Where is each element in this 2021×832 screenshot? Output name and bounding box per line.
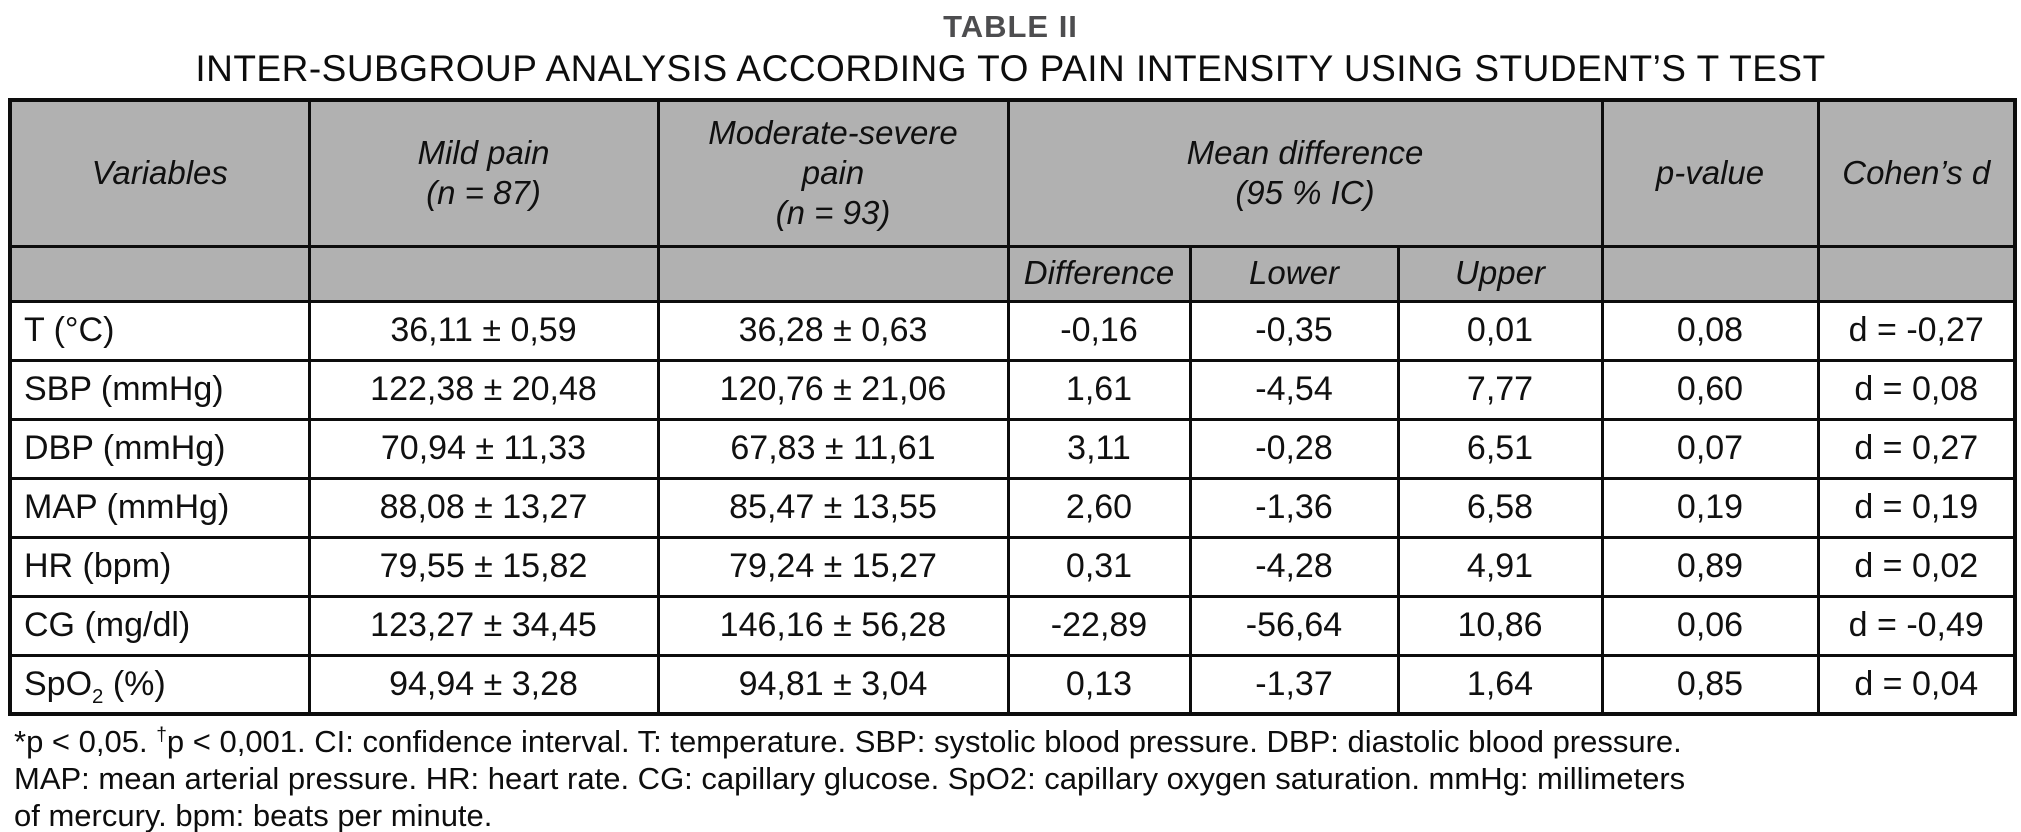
table-row: SBP (mmHg) 122,38 ± 20,48 120,76 ± 21,06 1,… xyxy=(8,358,2017,421)
header-difference: Difference xyxy=(1006,244,1192,303)
mild-pain-cell: 123,27 ± 34,45 xyxy=(307,594,660,657)
footnote-line3: of mercury. bpm: beats per minute. xyxy=(14,798,493,832)
mild-pain-cell: 79,55 ± 15,82 xyxy=(307,535,660,598)
header-empty-cell xyxy=(1816,244,2017,303)
header-mild-pain-line2: (n = 87) xyxy=(426,174,541,212)
header-moderate-severe-line2: pain xyxy=(801,154,865,192)
difference-cell: -22,89 xyxy=(1006,594,1192,657)
p-value-cell: 0,08 xyxy=(1600,299,1820,362)
table-row: SpO2 (%) 94,94 ± 3,28 94,81 ± 3,04 0,13 -1,3… xyxy=(8,653,2017,716)
moderate-severe-cell: 120,76 ± 21,06 xyxy=(656,358,1010,421)
variable-cell: SBP (mmHg) xyxy=(8,358,311,421)
p-value-cell: 0,06 xyxy=(1600,594,1820,657)
header-mean-difference-line2: (95 % IC) xyxy=(1235,174,1375,212)
header-empty-cell xyxy=(1600,244,1820,303)
header-empty-cell xyxy=(307,244,660,303)
header-moderate-severe-line1: Moderate-severe xyxy=(708,113,958,151)
lower-cell: -56,64 xyxy=(1188,594,1400,657)
p-value-cell: 0,60 xyxy=(1600,358,1820,421)
p-value-cell: 0,85 xyxy=(1600,653,1820,716)
variable-cell: MAP (mmHg) xyxy=(8,476,311,539)
mild-pain-cell: 36,11 ± 0,59 xyxy=(307,299,660,362)
table-body: T (°C) 36,11 ± 0,59 36,28 ± 0,63 -0,16 -0,35… xyxy=(8,299,2017,716)
table-number-title: TABLE II xyxy=(943,9,1078,44)
header-lower: Lower xyxy=(1188,244,1400,303)
upper-cell: 0,01 xyxy=(1396,299,1604,362)
header-cohens-d: Cohen’s d xyxy=(1816,98,2017,248)
header-mean-difference-line1: Mean difference xyxy=(1186,134,1424,171)
footnote-abbreviations: p < 0,001. CI: confidence interval. T: t… xyxy=(166,724,1682,759)
moderate-severe-cell: 79,24 ± 15,27 xyxy=(656,535,1010,598)
header-variables: Variables xyxy=(8,98,311,248)
lower-cell: -4,54 xyxy=(1188,358,1400,421)
difference-cell: 2,60 xyxy=(1006,476,1192,539)
footnote-line2: MAP: mean arterial pressure. HR: heart r… xyxy=(14,761,1686,797)
footnote: *p < 0,05. †p < 0,001. CI: confidence in… xyxy=(8,723,2013,832)
header-moderate-severe-pain: Moderate-severe pain (n = 93) xyxy=(656,98,1010,248)
mild-pain-cell: 122,38 ± 20,48 xyxy=(307,358,660,421)
table-row: DBP (mmHg) 70,94 ± 11,33 67,83 ± 11,61 3,11… xyxy=(8,417,2017,480)
cohens-d-cell: d = 0,19 xyxy=(1816,476,2017,539)
header-mild-pain: Mild pain (n = 87) xyxy=(307,98,660,248)
variable-cell: SpO2 (%) xyxy=(8,653,311,716)
difference-cell: 0,13 xyxy=(1006,653,1192,716)
header-row-sub: Difference Lower Upper xyxy=(8,244,2017,303)
variable-cell: DBP (mmHg) xyxy=(8,417,311,480)
mild-pain-cell: 94,94 ± 3,28 xyxy=(307,653,660,716)
dagger-symbol: † xyxy=(156,724,167,746)
header-mean-difference: Mean difference (95 % IC) xyxy=(1006,98,1604,248)
moderate-severe-cell: 36,28 ± 0,63 xyxy=(656,299,1010,362)
difference-cell: 0,31 xyxy=(1006,535,1192,598)
lower-cell: -0,35 xyxy=(1188,299,1400,362)
header-empty-cell xyxy=(656,244,1010,303)
header-p-value: p-value xyxy=(1600,98,1820,248)
cohens-d-cell: d = 0,27 xyxy=(1816,417,2017,480)
cohens-d-cell: d = -0,49 xyxy=(1816,594,2017,657)
upper-cell: 4,91 xyxy=(1396,535,1604,598)
moderate-severe-cell: 146,16 ± 56,28 xyxy=(656,594,1010,657)
variable-cell: CG (mg/dl) xyxy=(8,594,311,657)
difference-cell: 1,61 xyxy=(1006,358,1192,421)
header-mild-pain-line1: Mild pain xyxy=(417,134,550,171)
p-value-cell: 0,07 xyxy=(1600,417,1820,480)
table-row: HR (bpm) 79,55 ± 15,82 79,24 ± 15,27 0,31 -4… xyxy=(8,535,2017,598)
upper-cell: 6,51 xyxy=(1396,417,1604,480)
lower-cell: -4,28 xyxy=(1188,535,1400,598)
cohens-d-cell: d = 0,02 xyxy=(1816,535,2017,598)
header-empty-cell xyxy=(8,244,311,303)
table-subtitle: INTER-SUBGROUP ANALYSIS ACCORDING TO PAI… xyxy=(195,48,1826,89)
table-row: CG (mg/dl) 123,27 ± 34,45 146,16 ± 56,28 -2… xyxy=(8,594,2017,657)
cohens-d-cell: d = 0,08 xyxy=(1816,358,2017,421)
footnote-significance: *p < 0,05. xyxy=(14,724,157,759)
upper-cell: 1,64 xyxy=(1396,653,1604,716)
lower-cell: -0,28 xyxy=(1188,417,1400,480)
difference-cell: 3,11 xyxy=(1006,417,1192,480)
moderate-severe-cell: 67,83 ± 11,61 xyxy=(656,417,1010,480)
lower-cell: -1,36 xyxy=(1188,476,1400,539)
header-moderate-severe-line3: (n = 93) xyxy=(775,194,891,232)
table-row: T (°C) 36,11 ± 0,59 36,28 ± 0,63 -0,16 -0,35… xyxy=(8,299,2017,362)
p-value-cell: 0,89 xyxy=(1600,535,1820,598)
upper-cell: 6,58 xyxy=(1396,476,1604,539)
upper-cell: 10,86 xyxy=(1396,594,1604,657)
variable-cell: HR (bpm) xyxy=(8,535,311,598)
cohens-d-cell: d = 0,04 xyxy=(1816,653,2017,716)
variable-cell: T (°C) xyxy=(8,299,311,362)
header-row-main: Variables Mild pain (n = 87) Moderate-se… xyxy=(8,98,2017,248)
difference-cell: -0,16 xyxy=(1006,299,1192,362)
moderate-severe-cell: 94,81 ± 3,04 xyxy=(656,653,1010,716)
upper-cell: 7,77 xyxy=(1396,358,1604,421)
p-value-cell: 0,19 xyxy=(1600,476,1820,539)
mild-pain-cell: 70,94 ± 11,33 xyxy=(307,417,660,480)
header-upper: Upper xyxy=(1396,244,1604,303)
mild-pain-cell: 88,08 ± 13,27 xyxy=(307,476,660,539)
table-row: MAP (mmHg) 88,08 ± 13,27 85,47 ± 13,55 2,60… xyxy=(8,476,2017,539)
data-table: Variables Mild pain (n = 87) Moderate-se… xyxy=(8,98,2017,716)
footnote-line1: *p < 0,05. †p < 0,001. CI: confidence in… xyxy=(14,723,2013,760)
cohens-d-cell: d = -0,27 xyxy=(1816,299,2017,362)
lower-cell: -1,37 xyxy=(1188,653,1400,716)
moderate-severe-cell: 85,47 ± 13,55 xyxy=(656,476,1010,539)
subscript: 2 xyxy=(92,685,104,708)
